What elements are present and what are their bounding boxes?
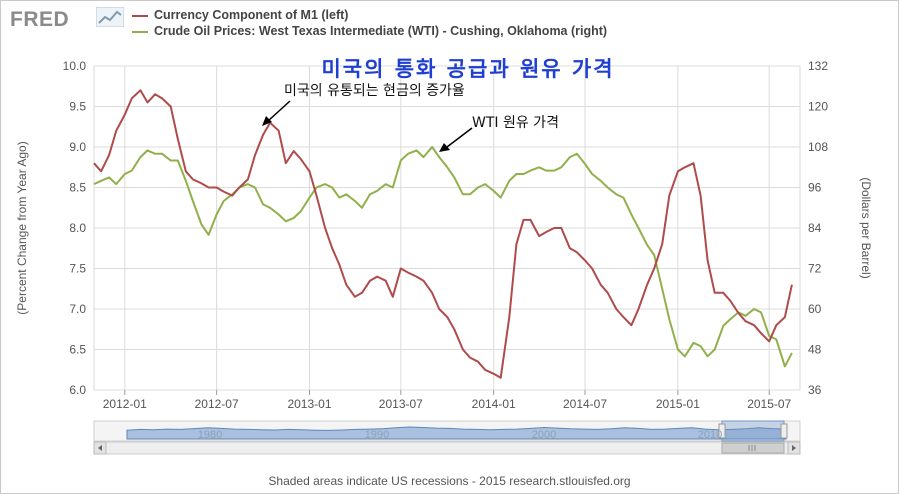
x-tick-label: 2015-01 <box>656 397 700 411</box>
y-tick-label-right: 84 <box>808 221 822 235</box>
x-tick-label: 2013-07 <box>379 397 423 411</box>
y-tick-label-right: 36 <box>808 383 822 397</box>
fred-logo: FRED <box>10 8 70 31</box>
y-tick-label-left: 9.5 <box>69 100 86 114</box>
annotation-currency-arrowhead <box>262 116 272 126</box>
x-tick-label: 2012-07 <box>195 397 239 411</box>
axes: 6.0 6.5 7.0 7.5 8.0 8.5 9.0 9.5 10.0 36 48 60 72 84 96… <box>15 59 873 411</box>
legend-item-wti: Crude Oil Prices: West Texas Intermediat… <box>132 24 607 38</box>
y-tick-label-left: 7.5 <box>69 262 86 276</box>
scroll-thumb-grip-icon <box>748 445 756 451</box>
annotation-wti-text: WTI 원유 가격 <box>472 115 559 131</box>
x-tick-label: 2013-01 <box>287 397 331 411</box>
y-tick-label-right: 48 <box>808 343 822 357</box>
navigator-handle-right[interactable] <box>780 423 788 439</box>
legend-swatch-currency <box>132 14 148 17</box>
navigator-handle-left[interactable] <box>718 423 726 439</box>
scroll-right-icon <box>792 445 796 451</box>
y-tick-label-left: 9.0 <box>69 140 86 154</box>
horizontal-scrollbar[interactable] <box>93 441 801 455</box>
x-tick-label: 2014-01 <box>472 397 516 411</box>
legend-swatch-wti <box>132 30 148 33</box>
y-tick-label-left: 6.5 <box>69 343 86 357</box>
navigator-label-2000: 2000 <box>532 429 556 441</box>
y-axis-label-left: (Percent Change from Year Ago) <box>15 141 29 314</box>
series-line-wti <box>93 146 793 368</box>
chart-logo-icon <box>96 7 124 27</box>
x-tick-label: 2012-01 <box>103 397 147 411</box>
x-tick-label: 2014-07 <box>563 397 607 411</box>
grid <box>93 65 801 391</box>
annotation-wti-arrow <box>446 127 473 148</box>
annotation-currency-text: 미국의 유통되는 현금의 증가율 <box>284 83 465 99</box>
chart-title: 미국의 통화 공급과 원유 가격 <box>321 57 614 81</box>
y-tick-label-left: 6.0 <box>69 383 86 397</box>
y-tick-label-left: 8.0 <box>69 221 86 235</box>
y-tick-label-right: 108 <box>808 140 828 154</box>
series-line-currency <box>93 89 793 379</box>
y-tick-label-right: 96 <box>808 181 822 195</box>
y-tick-label-left: 10.0 <box>63 59 87 73</box>
footer-note: Shaded areas indicate US recessions - 20… <box>268 474 631 488</box>
x-tick-label: 2015-07 <box>747 397 791 411</box>
annotations: 미국의 통화 공급과 원유 가격 미국의 유통되는 현금의 증가율 WTI 원유… <box>262 57 614 152</box>
y-tick-label-right: 72 <box>808 262 822 276</box>
y-tick-label-left: 7.0 <box>69 302 86 316</box>
y-tick-label-right: 120 <box>808 100 828 114</box>
scrollbar-track[interactable] <box>93 441 801 455</box>
navigator-label-1980: 1980 <box>198 429 222 441</box>
navigator-area <box>126 426 787 440</box>
legend-item-currency: Currency Component of M1 (left) <box>132 8 348 22</box>
y-tick-label-right: 60 <box>808 302 822 316</box>
annotation-wti-arrowhead <box>439 143 450 152</box>
y-tick-label-right: 132 <box>808 59 828 73</box>
legend-label-currency: Currency Component of M1 (left) <box>154 8 349 22</box>
scroll-thumb[interactable] <box>721 442 785 454</box>
legend-label-wti: Crude Oil Prices: West Texas Intermediat… <box>154 24 608 38</box>
time-navigator[interactable]: 1980 1990 2000 2010 <box>93 420 801 442</box>
scroll-left-icon <box>98 445 102 451</box>
y-tick-label-left: 8.5 <box>69 181 86 195</box>
series-layer <box>93 89 793 379</box>
y-axis-label-right: (Dollars per Barrel) <box>859 177 873 278</box>
annotation-currency-arrow <box>267 100 291 122</box>
navigator-label-2010: 2010 <box>698 429 722 441</box>
navigator-label-1990: 1990 <box>365 429 389 441</box>
navigator-selection[interactable] <box>721 420 785 442</box>
